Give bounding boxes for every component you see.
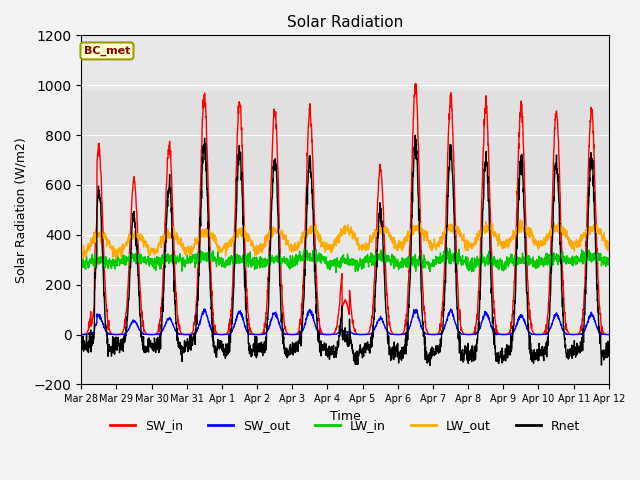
SW_out — [605, 332, 612, 337]
SW_in — [360, 332, 368, 337]
SW_in — [605, 332, 612, 337]
Line: SW_out: SW_out — [81, 309, 609, 335]
LW_out — [559, 228, 566, 233]
Rnet — [426, 362, 434, 368]
LW_out — [372, 232, 380, 238]
SW_in — [372, 256, 380, 262]
LW_out — [77, 246, 85, 252]
X-axis label: Time: Time — [330, 410, 360, 423]
Rnet — [225, 342, 232, 348]
Rnet — [372, 286, 380, 292]
Line: SW_in: SW_in — [81, 84, 609, 335]
SW_out — [573, 332, 581, 337]
LW_out — [573, 245, 581, 251]
Rnet — [360, 348, 368, 354]
LW_in — [499, 263, 506, 269]
Line: LW_in: LW_in — [81, 248, 609, 273]
Text: BC_met: BC_met — [84, 46, 130, 56]
LW_out — [605, 240, 612, 246]
SW_in — [225, 328, 232, 334]
SW_out — [472, 332, 479, 337]
SW_out — [201, 306, 209, 312]
Rnet — [573, 345, 581, 351]
Rnet — [605, 353, 612, 359]
SW_in — [559, 268, 566, 274]
LW_in — [443, 245, 451, 251]
SW_in — [77, 332, 85, 337]
SW_out — [77, 332, 85, 337]
SW_in — [412, 81, 419, 86]
LW_in — [573, 258, 581, 264]
SW_out — [225, 331, 232, 337]
Legend: SW_in, SW_out, LW_in, LW_out, Rnet: SW_in, SW_out, LW_in, LW_out, Rnet — [105, 415, 585, 437]
SW_out — [499, 332, 506, 337]
Rnet — [412, 132, 419, 138]
LW_in — [77, 262, 85, 268]
Rnet — [499, 348, 506, 354]
LW_out — [225, 242, 232, 248]
LW_in — [559, 249, 566, 254]
LW_in — [225, 258, 232, 264]
Rnet — [559, 295, 566, 301]
Bar — [81, 90, 609, 185]
Rnet — [77, 348, 85, 354]
Line: LW_out: LW_out — [81, 219, 609, 259]
SW_in — [499, 332, 506, 337]
LW_out — [499, 246, 506, 252]
LW_out — [516, 216, 524, 222]
Title: Solar Radiation: Solar Radiation — [287, 15, 403, 30]
LW_out — [112, 256, 120, 262]
LW_in — [360, 258, 368, 264]
LW_out — [360, 244, 368, 250]
LW_in — [605, 262, 612, 268]
SW_out — [372, 323, 380, 329]
SW_out — [360, 332, 368, 337]
LW_in — [332, 270, 340, 276]
LW_in — [372, 254, 380, 260]
SW_in — [573, 331, 581, 337]
SW_in — [472, 332, 479, 337]
Y-axis label: Solar Radiation (W/m2): Solar Radiation (W/m2) — [15, 137, 28, 283]
Line: Rnet: Rnet — [81, 135, 609, 365]
SW_out — [559, 326, 566, 332]
